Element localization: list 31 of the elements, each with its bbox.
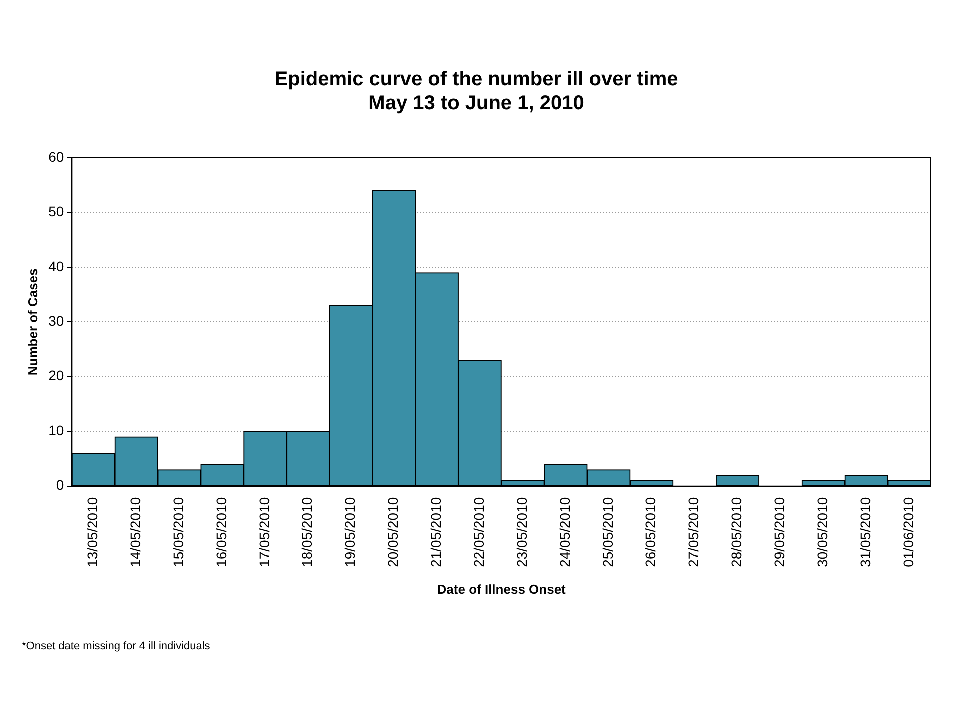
x-tick-label: 28/05/2010 bbox=[728, 497, 745, 568]
x-tick-label: 22/05/2010 bbox=[470, 497, 487, 568]
x-tick-label: 15/05/2010 bbox=[170, 497, 186, 568]
x-tick-label: 01/06/2010 bbox=[900, 497, 916, 568]
x-tick-label: 29/05/2010 bbox=[772, 497, 788, 568]
x-tick-label: 13/05/2010 bbox=[84, 497, 100, 568]
y-tick-label: 20 bbox=[48, 368, 64, 384]
text: *Onset date missing for 4 ill individuals bbox=[22, 640, 211, 652]
x-tick-label: 25/05/2010 bbox=[600, 497, 616, 568]
x-tick-label: 18/05/2010 bbox=[299, 497, 316, 568]
y-tick-label: 0 bbox=[56, 477, 64, 494]
x-tick-label: 30/05/2010 bbox=[814, 497, 831, 568]
chart-title: Epidemic curve of the number ill over time May 13 to June 1, 2010 bbox=[274, 68, 678, 115]
x-tick-label: 21/05/2010 bbox=[428, 497, 444, 568]
y-tick-label: 40 bbox=[48, 258, 64, 274]
x-tick-label: 14/05/2010 bbox=[127, 497, 144, 568]
x-tick-label: 17/05/2010 bbox=[256, 497, 272, 568]
y-tick-label: 10 bbox=[48, 422, 64, 438]
y-tick-label: 60 bbox=[48, 148, 64, 165]
x-tick-label: 23/05/2010 bbox=[514, 497, 530, 568]
y-tick-label: 30 bbox=[48, 313, 64, 330]
x-tick-label: 19/05/2010 bbox=[342, 497, 358, 568]
x-axis-title: Date of Illness Onset bbox=[437, 582, 567, 597]
y-tick-label: 50 bbox=[48, 204, 64, 220]
x-tick-label: 24/05/2010 bbox=[556, 497, 573, 568]
x-tick-label: 20/05/2010 bbox=[385, 497, 402, 568]
x-tick-label: 27/05/2010 bbox=[686, 497, 702, 568]
y-axis-title: Number of Cases bbox=[25, 268, 40, 376]
x-tick-label: 16/05/2010 bbox=[213, 497, 230, 568]
x-tick-label: 26/05/2010 bbox=[642, 497, 659, 568]
x-tick-label: 31/05/2010 bbox=[857, 497, 874, 568]
